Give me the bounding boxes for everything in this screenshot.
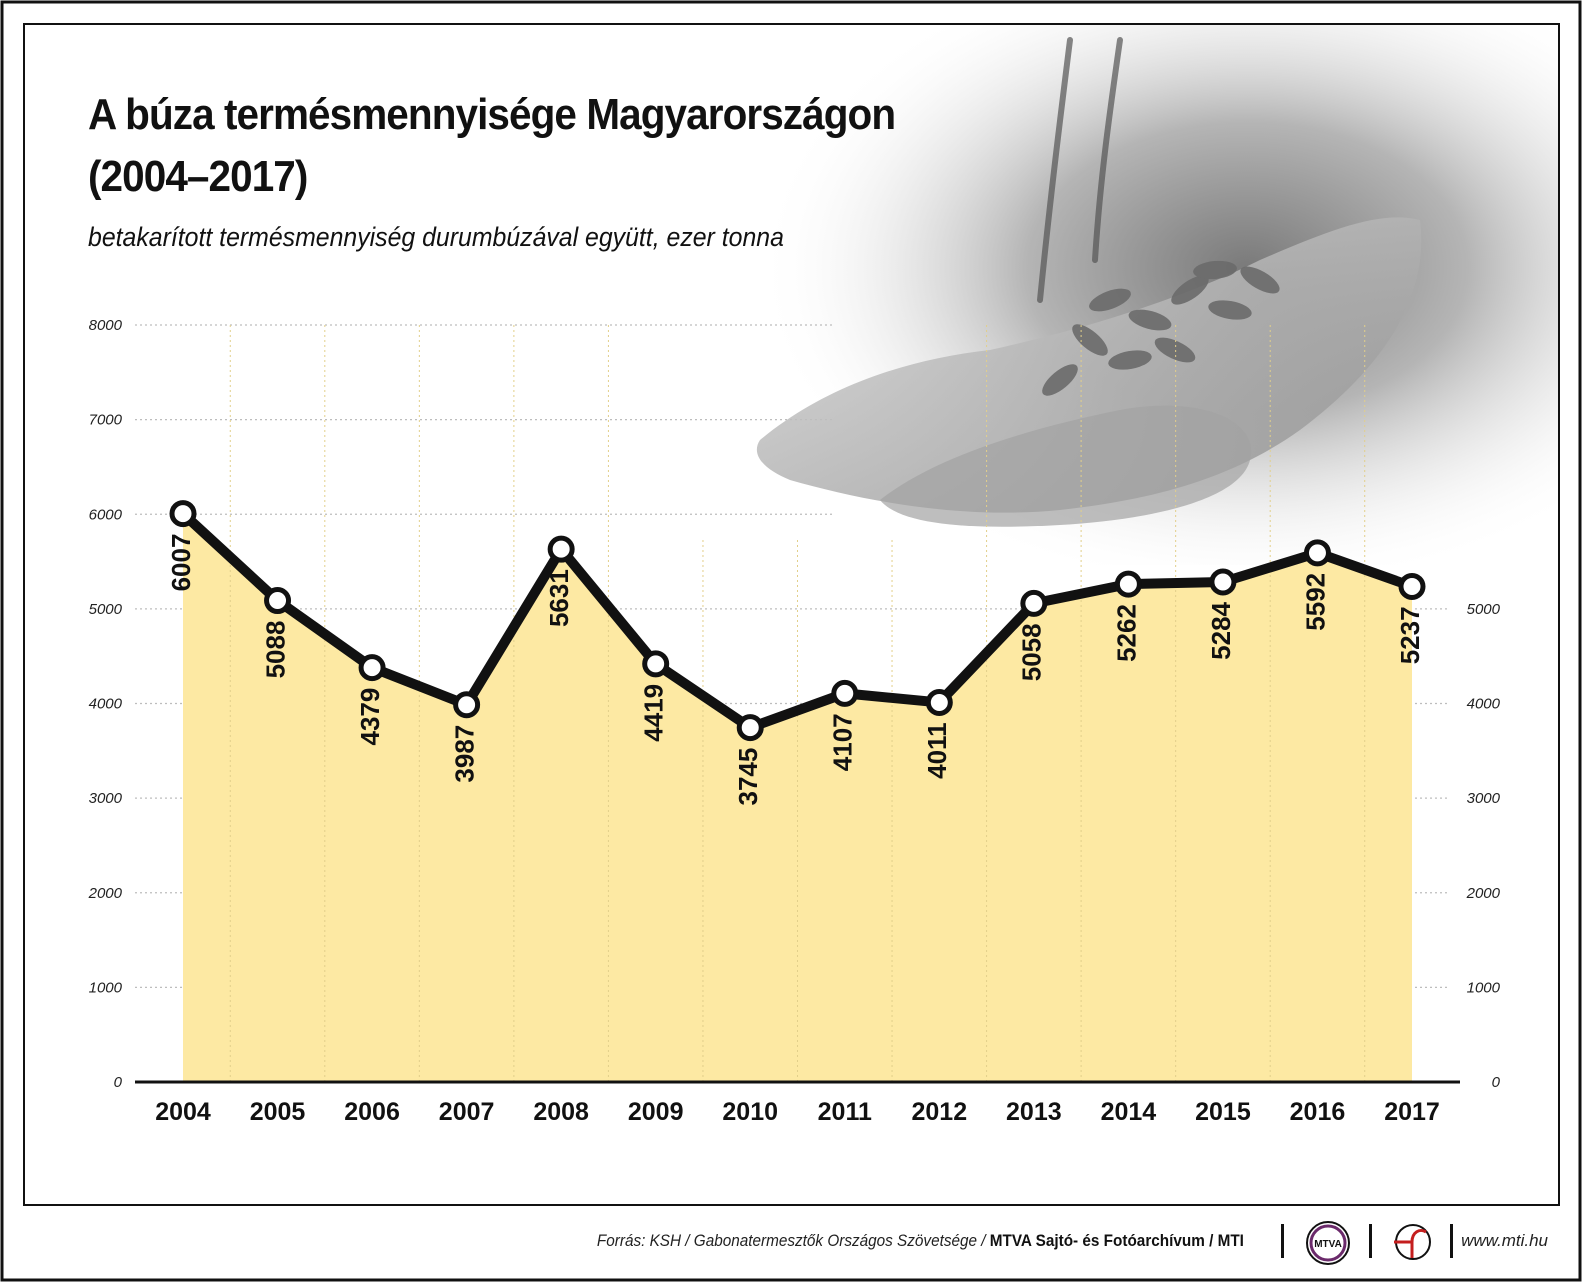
- x-tick-label: 2009: [628, 1098, 684, 1126]
- footer: Forrás: KSH / Gabonatermesztők Országos …: [0, 1221, 1584, 1265]
- wheat-hand-photo: [740, 25, 1558, 565]
- data-point-marker: [642, 650, 670, 678]
- data-labels: 6007 5088 4379 3987 5631 4419 3745 4107 4011 5058…: [166, 534, 1425, 806]
- y-tick-label-right: 3000: [1467, 790, 1501, 807]
- data-label: 5088: [260, 621, 290, 679]
- data-label: 5237: [1395, 606, 1425, 664]
- x-tick-label: 2005: [250, 1098, 306, 1126]
- data-label: 4107: [828, 713, 858, 771]
- x-tick-label: 2008: [533, 1098, 589, 1126]
- y-axis-left-ticks: 0 1000 2000 3000 4000 5000 6000 7000 8000: [88, 317, 123, 1091]
- y-tick-label-right: 4000: [1467, 696, 1501, 713]
- y-tick-label-right: 1000: [1467, 979, 1501, 996]
- y-tick-label: 0: [114, 1074, 123, 1091]
- data-point-marker: [925, 688, 953, 716]
- x-axis-ticks: 2004 2005 2006 2007 2008 2009 2010 2011 2012 2013…: [155, 1098, 1440, 1126]
- y-tick-label: 4000: [89, 696, 123, 713]
- data-point-marker: [736, 714, 764, 742]
- y-tick-label: 1000: [89, 979, 123, 996]
- y-tick-label: 7000: [89, 412, 123, 429]
- data-label: 3745: [733, 748, 763, 806]
- y-tick-label: 2000: [88, 885, 123, 902]
- data-label: 3987: [449, 725, 479, 783]
- data-label: 6007: [166, 534, 196, 592]
- data-label: 4011: [922, 722, 952, 778]
- data-point-marker: [1303, 539, 1331, 567]
- area-fill: [183, 513, 1412, 1082]
- data-label: 4419: [639, 684, 669, 742]
- x-tick-label: 2004: [155, 1098, 211, 1126]
- data-label: 4379: [355, 688, 385, 746]
- y-tick-label: 6000: [89, 506, 123, 523]
- x-tick-label: 2013: [1006, 1098, 1062, 1126]
- data-label: 5262: [1111, 604, 1141, 662]
- data-label: 5058: [1017, 623, 1047, 681]
- data-point-marker: [1209, 568, 1237, 596]
- chart-subtitle: betakarított termésmennyiség durumbúzáva…: [88, 222, 784, 252]
- data-point-marker: [1398, 572, 1426, 600]
- y-tick-label: 5000: [89, 601, 123, 618]
- data-label: 5284: [1206, 601, 1236, 659]
- source-line: Forrás: KSH / Gabonatermesztők Országos …: [597, 1231, 1244, 1251]
- chart-title-line2: (2004–2017): [88, 152, 308, 201]
- x-tick-label: 2012: [911, 1098, 967, 1126]
- y-tick-label-right: 2000: [1466, 885, 1501, 902]
- x-tick-label: 2015: [1195, 1098, 1251, 1126]
- separator: [1281, 1224, 1284, 1258]
- source-text: Forrás: KSH / Gabonatermesztők Országos …: [596, 1231, 990, 1250]
- y-tick-label: 8000: [89, 317, 123, 334]
- mtva-logo-icon: MTVA: [1306, 1221, 1350, 1265]
- x-tick-label: 2010: [722, 1098, 778, 1126]
- data-label: 5592: [1300, 573, 1330, 631]
- series-line: [179, 509, 1414, 733]
- data-point-marker: [169, 500, 197, 528]
- mtva-logo-text: MTVA: [1314, 1239, 1342, 1250]
- data-label: 5631: [544, 569, 574, 627]
- y-tick-label: 3000: [89, 790, 123, 807]
- data-point-marker: [547, 535, 575, 563]
- chart-title-line1: A búza termésmennyisége Magyarországon: [88, 90, 896, 139]
- website-link[interactable]: www.mti.hu: [1461, 1231, 1548, 1250]
- separator: [1450, 1224, 1453, 1258]
- x-tick-label: 2017: [1384, 1098, 1440, 1126]
- x-tick-label: 2016: [1290, 1098, 1346, 1126]
- separator: [1369, 1224, 1372, 1258]
- data-point-marker: [453, 691, 481, 719]
- y-tick-label-right: 5000: [1467, 601, 1501, 618]
- data-point-marker: [1020, 589, 1048, 617]
- x-tick-label: 2007: [439, 1098, 495, 1126]
- y-tick-label-right: 0: [1492, 1074, 1501, 1091]
- data-point-marker: [831, 679, 859, 707]
- data-point-marker: [264, 587, 292, 615]
- markers: [169, 500, 1426, 742]
- vertical-gridlines: [229, 325, 1366, 1082]
- mti-logo-icon: [1394, 1224, 1431, 1260]
- x-tick-label: 2006: [344, 1098, 400, 1126]
- x-tick-label: 2014: [1101, 1098, 1157, 1126]
- data-point-marker: [1114, 570, 1142, 598]
- y-axis-right-ticks: 0 1000 2000 3000 4000 5000: [1466, 601, 1501, 1091]
- source-bold-text: MTVA Sajtó- és Fotóarchívum / MTI: [989, 1231, 1244, 1250]
- data-point-marker: [358, 654, 386, 682]
- x-tick-label: 2011: [818, 1098, 872, 1126]
